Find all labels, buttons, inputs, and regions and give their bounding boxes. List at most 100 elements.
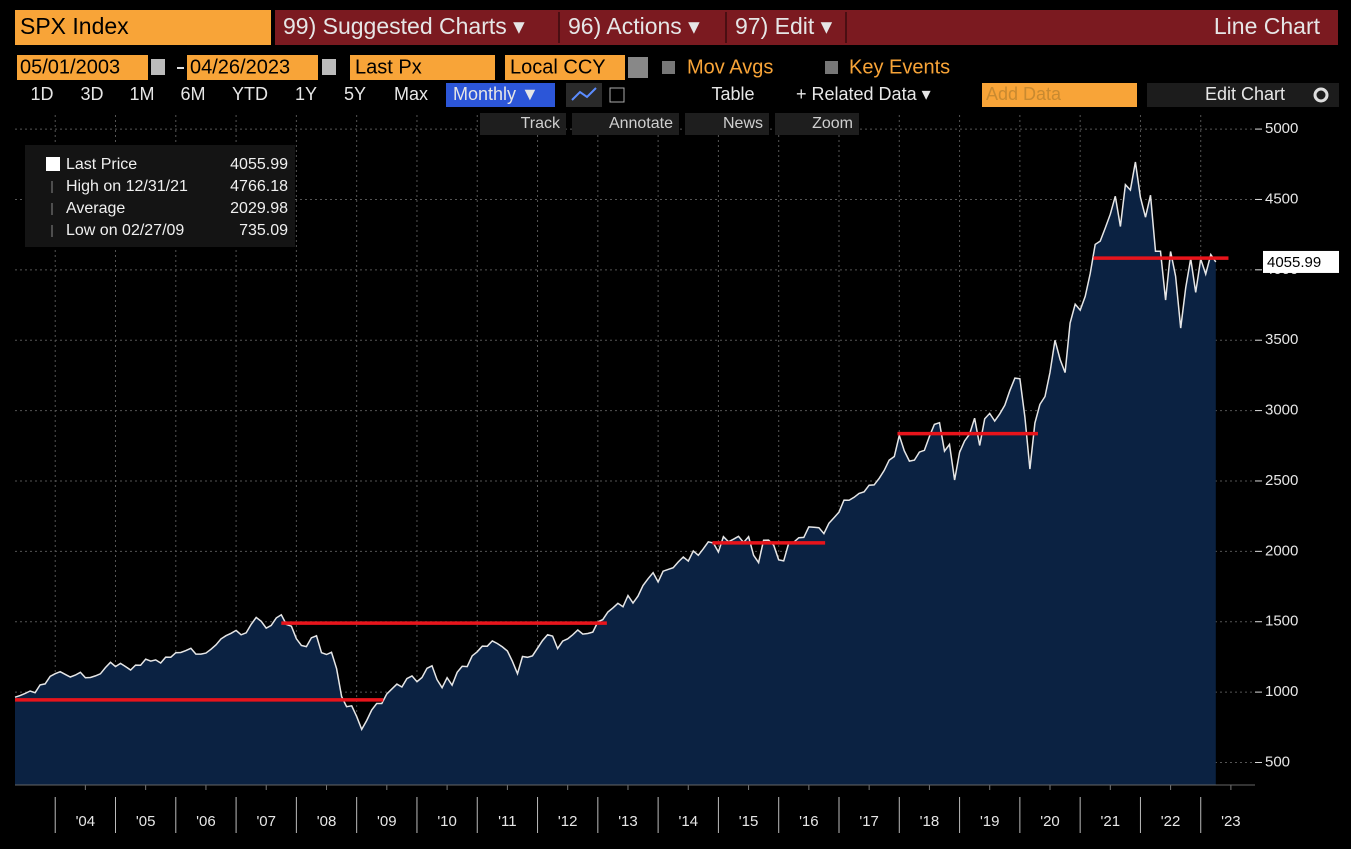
y-tick-label: 500 [1265, 753, 1290, 770]
price-line [14, 161, 1217, 732]
x-tick-label: '13 [618, 813, 638, 830]
legend-value: 2029.98 [230, 200, 288, 217]
x-tick-label: '21 [1101, 813, 1121, 830]
add-data-box[interactable] [982, 83, 1137, 107]
legend: Last Price 4055.99 High on 12/31/21 4766.18… [51, 156, 288, 239]
edit-chart[interactable]: Edit Chart [1205, 84, 1285, 104]
date-box[interactable] [187, 55, 318, 80]
x-tick-label: '07 [256, 813, 276, 830]
x-tick-label: '19 [980, 813, 1000, 830]
y-tick-label: 2000 [1265, 542, 1298, 559]
y-tick-label: 5000 [1265, 120, 1298, 137]
line-icon-glyph [571, 87, 597, 101]
last-price-tag [1263, 250, 1339, 273]
period-button[interactable]: 1D [30, 84, 53, 104]
y-tick-label: 3500 [1265, 331, 1298, 348]
currency-box[interactable] [505, 55, 625, 80]
checkbox[interactable] [662, 61, 675, 74]
gear-icon[interactable] [1313, 87, 1329, 103]
related-data[interactable]: + Related Data ▾ [796, 84, 931, 104]
legend-value: 4766.18 [230, 178, 288, 195]
legend-label: Last Price [66, 156, 137, 173]
separator [845, 12, 847, 43]
tool-button[interactable] [480, 113, 566, 135]
dash [177, 67, 184, 69]
x-tick-label: '12 [558, 813, 578, 830]
menu[interactable]: 96) Actions ▾ [568, 13, 700, 39]
x-tick-label: '17 [859, 813, 879, 830]
period-button[interactable]: 6M [180, 84, 205, 104]
tool-button[interactable] [775, 113, 859, 135]
calendar-icon[interactable] [151, 59, 165, 75]
start-date[interactable]: 05/01/2003 [20, 56, 120, 78]
legend-value: 4055.99 [230, 156, 288, 173]
tool-label[interactable]: News [723, 115, 763, 132]
x-tick-label: '06 [196, 813, 216, 830]
x-tick-label: '18 [920, 813, 940, 830]
x-tick-label: '09 [377, 813, 397, 830]
x-tick-label: '14 [678, 813, 698, 830]
y-tick-label: 2500 [1265, 472, 1298, 489]
date-box[interactable] [17, 55, 148, 80]
edit-chart-box[interactable] [1147, 83, 1339, 107]
x-tick-label: '22 [1161, 813, 1181, 830]
header-bar [275, 10, 1338, 45]
legend-swatch [46, 157, 60, 171]
y-tick-label: 4500 [1265, 190, 1298, 207]
x-tick-label: '20 [1040, 813, 1060, 830]
period-button[interactable]: YTD [232, 84, 268, 104]
security-box[interactable] [15, 10, 271, 45]
separator [558, 12, 560, 43]
bar-icon[interactable] [609, 87, 625, 103]
table-button[interactable]: Table [711, 84, 754, 104]
checkbox[interactable] [825, 61, 838, 74]
legend-label: High on 12/31/21 [66, 178, 188, 195]
x-tick-label: '08 [317, 813, 337, 830]
x-tick-label: '10 [437, 813, 457, 830]
x-tick-label: '11 [498, 813, 516, 830]
toggle[interactable]: Key Events [849, 56, 950, 78]
legend-label: Low on 02/27/09 [66, 222, 184, 239]
period-button[interactable]: 5Y [344, 84, 366, 104]
frequency-box[interactable] [446, 83, 555, 107]
periods: 1D 3D 1M 6M YTD 1Y 5Y Max [30, 84, 428, 104]
security[interactable]: SPX Index [20, 13, 129, 39]
x-tick-label: '05 [136, 813, 156, 830]
calendar-icon[interactable] [322, 59, 336, 75]
frequency[interactable]: Monthly ▼ [453, 84, 539, 104]
period-button[interactable]: 3D [80, 84, 103, 104]
period-button[interactable]: 1M [129, 84, 154, 104]
tools: Track Annotate News Zoom [480, 113, 859, 135]
add-data[interactable]: Add Data [986, 84, 1062, 104]
tool-button[interactable] [572, 113, 679, 135]
field-box[interactable] [350, 55, 495, 80]
x-tick-label: '15 [739, 813, 759, 830]
currency[interactable]: Local CCY [510, 56, 606, 78]
tool-label[interactable]: Zoom [812, 115, 853, 132]
x-tick-label: '16 [799, 813, 819, 830]
period-button[interactable]: Max [394, 84, 428, 104]
field[interactable]: Last Px [355, 56, 422, 78]
last-price: 4055.99 [1267, 254, 1321, 271]
x-tick-label: '04 [76, 813, 96, 830]
end-date[interactable]: 04/26/2023 [190, 56, 290, 78]
tool-button[interactable] [685, 113, 769, 135]
dropdown-icon[interactable] [628, 57, 648, 78]
menu[interactable]: 97) Edit ▾ [735, 13, 833, 39]
tool-label[interactable]: Annotate [609, 115, 673, 132]
y-tick-label: 1000 [1265, 683, 1298, 700]
toggle[interactable]: Mov Avgs [687, 56, 773, 78]
legend-label: Average [66, 200, 125, 217]
tool-label[interactable]: Track [521, 115, 561, 132]
separator [725, 12, 727, 43]
legend-value: 735.09 [239, 222, 288, 239]
x-tick-label: '23 [1221, 813, 1241, 830]
legend-box [25, 145, 295, 247]
y-tick-label: 3000 [1265, 402, 1298, 419]
period-button[interactable]: 1Y [295, 84, 317, 104]
menu[interactable]: 99) Suggested Charts ▾ [283, 13, 525, 39]
area-fill [15, 162, 1216, 785]
chart-name: Line Chart [1214, 13, 1321, 39]
